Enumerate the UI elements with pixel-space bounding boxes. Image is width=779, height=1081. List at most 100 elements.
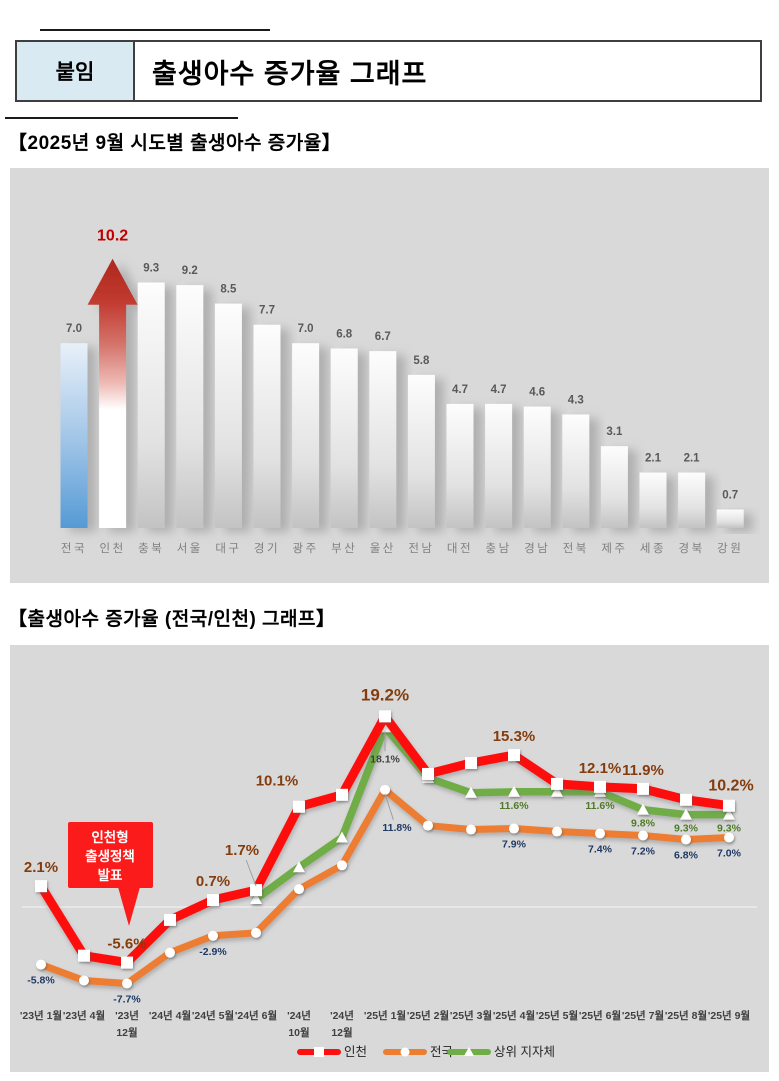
bar — [485, 403, 513, 528]
data-label: 12.1% — [579, 760, 622, 777]
data-point-square — [422, 767, 434, 780]
bar — [446, 403, 474, 528]
line-chart-svg: 2.1%-5.6%0.7%1.7%10.1%19.2%15.3%12.1% 11.… — [20, 685, 757, 1059]
legend-label: 상위 지자체 — [494, 1045, 555, 1059]
bar-value-label: 0.7 — [722, 490, 738, 502]
bar-category-label: 전북 — [563, 542, 589, 555]
data-label: 7.0% — [717, 847, 742, 859]
data-label: 11.8% — [382, 822, 412, 834]
bar-value-label: 5.8 — [413, 355, 430, 367]
data-label: 7.9% — [502, 839, 527, 851]
data-point-triangle — [250, 893, 262, 905]
bar-category-label: 전남 — [408, 542, 434, 555]
x-axis-label: '23년 12월 — [115, 1009, 139, 1039]
data-label: 2.1% — [24, 859, 58, 876]
label-leader-line — [384, 793, 394, 820]
data-label: 15.3% — [493, 728, 536, 745]
data-point-triangle — [465, 786, 477, 798]
data-point-triangle — [680, 808, 692, 820]
bar-value-label: 6.7 — [375, 331, 391, 343]
data-point-square — [551, 777, 563, 790]
data-point-triangle — [723, 808, 735, 820]
series-line-upper-gov — [252, 723, 733, 903]
data-point-circle — [208, 930, 218, 941]
data-label: 19.2% — [361, 685, 409, 704]
section-heading-line-chart: 【출생아수 증가율 (전국/인천) 그래프】 — [8, 609, 336, 630]
bar-value-label: 9.2 — [182, 265, 198, 277]
bar-value-label-highlight: 10.2 — [97, 228, 128, 245]
bar — [600, 446, 628, 528]
data-label: 18.1% — [370, 753, 400, 765]
data-point-triangle — [293, 861, 305, 873]
bar-category-label: 전국 — [61, 542, 87, 555]
bar-category-label: 경북 — [679, 541, 705, 555]
bar — [369, 351, 397, 528]
data-label: 10.2% — [708, 778, 753, 795]
data-point-circle — [724, 832, 734, 843]
bar-value-label: 4.3 — [568, 394, 584, 406]
x-axis-label: '25년 9월 — [708, 1009, 750, 1022]
bar-category-label: 충북 — [138, 542, 164, 555]
data-point-circle — [509, 823, 519, 834]
bar-value-label: 9.3 — [143, 262, 159, 274]
bar-category-label: 제주 — [601, 542, 627, 555]
bar-value-label: 2.1 — [645, 453, 662, 465]
data-point-circle — [423, 820, 433, 831]
data-label: 10.1% — [256, 773, 299, 790]
data-label: 9.8% — [631, 818, 656, 830]
data-point-square — [35, 880, 47, 893]
x-axis-label: '25년 8월 — [665, 1009, 707, 1022]
header-tag-label: 붙임 — [55, 61, 95, 84]
data-label: 11.6% — [585, 800, 615, 812]
bar-value-label: 8.5 — [220, 284, 237, 296]
x-axis-label: '25년 7월 — [622, 1009, 664, 1022]
x-axis-label: '25년 3월 — [450, 1009, 492, 1022]
annotation-text: 발표 — [98, 867, 123, 883]
data-point-circle — [595, 828, 605, 839]
data-point-square — [207, 894, 219, 907]
x-axis-label: '23년 4월 — [63, 1009, 105, 1022]
document-header: 붙임 출생아수 증가율 그래프 — [15, 40, 762, 102]
bar — [716, 509, 744, 528]
x-axis-label: '24년 5월 — [192, 1009, 234, 1022]
bar-value-label: 7.0 — [66, 323, 82, 335]
x-axis-label: '25년 1월 — [364, 1009, 406, 1022]
data-point-circle — [36, 959, 46, 970]
data-point-circle — [294, 884, 304, 895]
bar-category-label: 강원 — [717, 541, 743, 555]
x-axis-label: '24년 4월 — [149, 1009, 191, 1022]
data-point-circle — [79, 975, 89, 986]
data-point-square — [336, 788, 348, 801]
bar-value-label: 6.8 — [336, 328, 353, 340]
data-point-square — [293, 800, 305, 813]
line-chart-panel: 2.1% -5.6% 0.7% 1.7% 10.1% 19.2% 15.3% 12.1% 11.… — [10, 645, 769, 1072]
legend-item: 전국 — [383, 1045, 453, 1059]
data-point-square — [637, 782, 649, 795]
data-point-circle — [122, 978, 132, 989]
bar-category-label: 대구 — [215, 542, 241, 555]
bar-incheon-arrow — [87, 258, 138, 528]
data-point-square — [680, 793, 692, 806]
bar-category-label: 광주 — [293, 542, 319, 555]
data-label: 6.8% — [674, 849, 699, 861]
x-axis-label: '25년 2월 — [407, 1009, 449, 1022]
bar-value-label: 4.6 — [529, 387, 545, 399]
data-label: -5.6% — [107, 936, 146, 953]
data-label: -7.7% — [113, 993, 141, 1005]
data-point-triangle — [551, 785, 563, 797]
bar — [407, 374, 435, 528]
data-point-triangle — [637, 803, 649, 815]
bar-category-label: 부산 — [331, 542, 357, 555]
legend-marker-circle — [400, 1047, 410, 1057]
data-point-square — [250, 884, 262, 897]
bar — [639, 472, 667, 528]
data-point-circle — [552, 826, 562, 837]
data-point-circle — [165, 947, 175, 958]
bar — [562, 414, 590, 528]
data-point-circle — [638, 830, 648, 841]
data-point-square — [78, 949, 90, 962]
data-point-circle — [251, 927, 261, 938]
header-tag-cell: 붙임 — [17, 42, 135, 100]
data-label: -2.9% — [199, 946, 227, 958]
bar-category-label: 충남 — [486, 542, 512, 555]
